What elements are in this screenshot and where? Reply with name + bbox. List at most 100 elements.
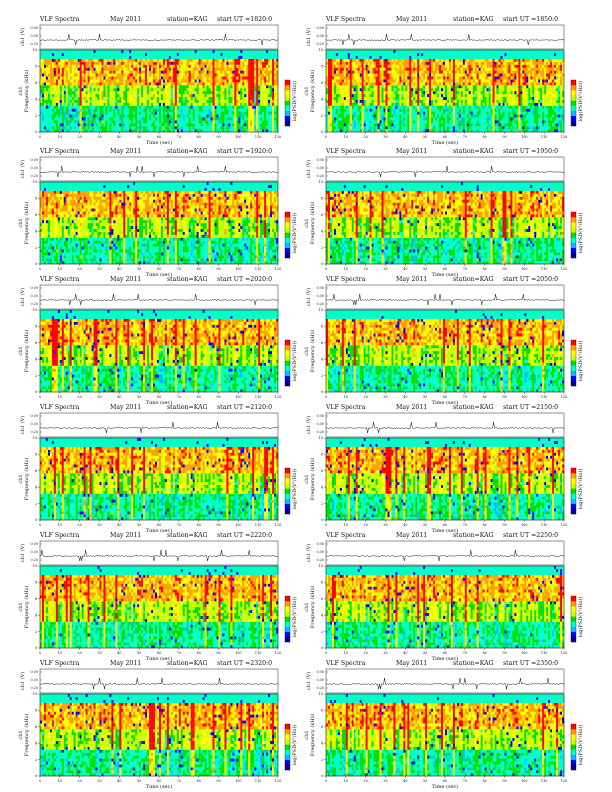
spectrogram-cell (366, 126, 368, 129)
spectrogram-cell (364, 94, 366, 97)
spectrogram-cell (107, 94, 109, 97)
spectrogram-cell (183, 82, 185, 85)
spectrogram-cell (105, 56, 107, 59)
waveform-axis-label: ch1 (V) (19, 28, 26, 46)
spectrogram-cell (129, 79, 131, 82)
spectrogram-cell (169, 126, 171, 129)
spectrogram-cell (50, 82, 52, 85)
spectrogram-cell (199, 97, 201, 100)
spectrogram-cell (167, 129, 169, 132)
spectrogram-cell (354, 103, 356, 106)
spectrogram-cell (80, 82, 82, 85)
spectrogram-cell (143, 65, 145, 68)
spectrogram-cell (242, 114, 244, 117)
spectrogram-cell (334, 53, 336, 56)
spectrogram-cell (209, 65, 211, 68)
spectrogram-cell (94, 103, 96, 106)
spectrogram-cell (121, 79, 123, 82)
spectrogram-cell (60, 120, 62, 123)
spectrogram-cell (117, 97, 119, 100)
spectrogram-cell (121, 68, 123, 71)
spectrogram-cell (109, 114, 111, 117)
spectrogram-cell (230, 59, 232, 62)
spectrogram-cell (215, 100, 217, 103)
spectrogram-cell (272, 65, 274, 68)
spectrogram-cell (157, 73, 159, 76)
spectrogram-cell (54, 106, 56, 109)
spectrogram-cell (115, 123, 117, 126)
x-tick-label: 100 (235, 135, 241, 139)
spectrogram-cell (90, 76, 92, 79)
spectrogram-cell (88, 106, 90, 109)
spectrogram-cell (48, 65, 50, 68)
spectrogram-cell (342, 114, 344, 117)
spectrogram-cell (48, 123, 50, 126)
spectrogram-cell (256, 71, 258, 74)
spectrogram-cell (234, 59, 236, 62)
spectrogram-cell (119, 76, 121, 79)
spectrogram-cell (360, 68, 362, 71)
spectrogram-cell (274, 91, 276, 94)
spectrogram-cell (92, 123, 94, 126)
spectrogram-cell (268, 112, 270, 115)
spectrogram-cell (340, 97, 342, 100)
spectrogram-cell (141, 117, 143, 120)
spectrogram-cell (362, 88, 364, 91)
spectrogram-cell (338, 123, 340, 126)
spectrogram-cell (66, 100, 68, 103)
spectrogram-cell (368, 114, 370, 117)
spectrogram-cell (64, 91, 66, 94)
spectrogram-cell (147, 120, 149, 123)
spectrogram-cell (109, 85, 111, 88)
spectrogram-cell (242, 53, 244, 56)
spectrogram-cell (88, 112, 90, 115)
spectrogram-cell (332, 65, 334, 68)
spectrogram-cell (68, 76, 70, 79)
spectrogram-cell (358, 112, 360, 115)
spectrogram-cell (264, 91, 266, 94)
spectrogram-cell (368, 103, 370, 106)
spectrogram-cell (350, 91, 352, 94)
spectrogram-cell (127, 85, 129, 88)
spectrogram-cell (213, 50, 215, 53)
spectrogram-cell (270, 117, 272, 120)
spectrogram-cell (334, 103, 336, 106)
spectrogram-cell (163, 120, 165, 123)
spectrogram-cell (191, 53, 193, 56)
spectrogram-cell (203, 109, 205, 112)
spectrogram-cell (153, 129, 155, 132)
spectrogram-cell (66, 103, 68, 106)
spectrogram-cell (109, 53, 111, 56)
spectrogram-cell (189, 97, 191, 100)
spectrogram-cell (217, 123, 219, 126)
spectrogram-cell (350, 126, 352, 129)
spectrogram-cell (163, 56, 165, 59)
spectrogram-cell (364, 112, 366, 115)
spectrogram-cell (244, 94, 246, 97)
spectrogram-cell (197, 129, 199, 132)
spectrogram-cell (46, 109, 48, 112)
spectrogram-cell (274, 126, 276, 129)
spectrogram-cell (244, 88, 246, 91)
spectrogram-cell (151, 56, 153, 59)
spectrogram-cell (169, 91, 171, 94)
spectrogram-cell (151, 97, 153, 100)
spectrogram-cell (252, 53, 254, 56)
spectrogram-cell (157, 106, 159, 109)
spectrogram-cell (100, 56, 102, 59)
spectrogram-cell (234, 62, 236, 65)
spectrogram-cell (129, 62, 131, 65)
spectrogram-cell (330, 106, 332, 109)
spectrogram-cell (238, 109, 240, 112)
spectrogram-cell (220, 88, 222, 91)
spectrogram-cell (213, 112, 215, 115)
spectrogram-cell (260, 129, 262, 132)
spectrogram-cell (230, 106, 232, 109)
spectrogram-cell (226, 59, 228, 62)
spectrogram-cell (145, 114, 147, 117)
spectrogram-cell (143, 126, 145, 129)
spectrogram-cell (346, 117, 348, 120)
spectrogram-cell (48, 97, 50, 100)
spectrogram-cell (252, 117, 254, 120)
spectrogram-cell (123, 88, 125, 91)
